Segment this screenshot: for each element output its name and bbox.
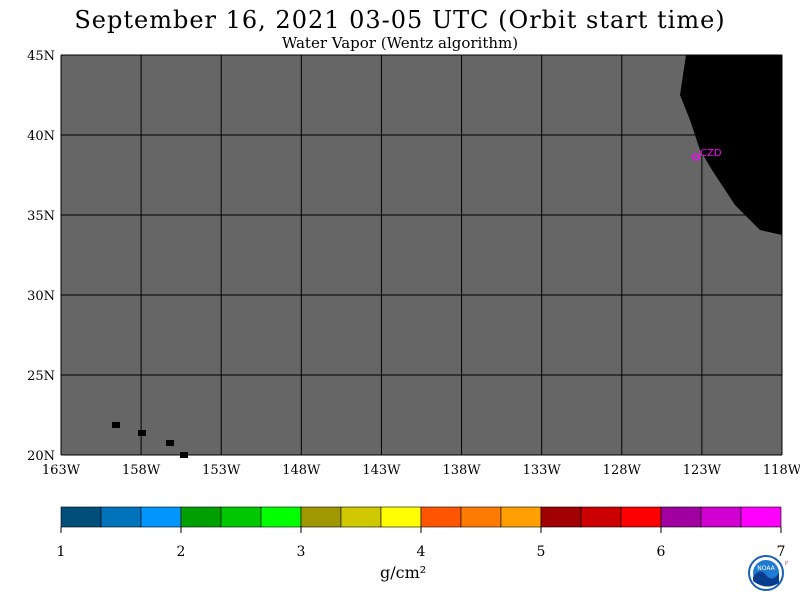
legend-swatch: [260, 506, 302, 528]
legend-swatch: [700, 506, 742, 528]
lon-label: 118W: [763, 463, 800, 478]
legend-tick-label: 3: [297, 544, 306, 560]
legend-tick-label: 5: [537, 544, 546, 560]
lat-label: 45N: [27, 49, 55, 64]
legend-units: g/cm²: [380, 563, 427, 582]
lat-label: 25N: [27, 369, 55, 384]
no-data-area: [61, 55, 782, 455]
legend-swatch: [660, 506, 702, 528]
island: [138, 430, 146, 436]
lon-label: 148W: [282, 463, 321, 478]
lat-label: 40N: [27, 129, 55, 144]
lon-label: 138W: [442, 463, 481, 478]
logo-side-letters: PSL: [785, 561, 788, 567]
legend-tick-label: 1: [57, 544, 66, 560]
legend-tick-label: 2: [177, 544, 186, 560]
legend-swatch: [180, 506, 222, 528]
legend-swatch: [340, 506, 382, 528]
lat-label: 35N: [27, 209, 55, 224]
lon-label: 128W: [603, 463, 642, 478]
legend-swatch: [500, 506, 542, 528]
legend-swatch: [740, 506, 782, 528]
chart-title: September 16, 2021 03-05 UTC (Orbit star…: [74, 6, 726, 34]
land-mass: [680, 55, 782, 235]
lon-label: 158W: [122, 463, 161, 478]
lat-label: 20N: [27, 449, 55, 464]
legend-swatch: [420, 506, 462, 528]
legend-swatch: [140, 506, 182, 528]
lon-label: 153W: [202, 463, 241, 478]
lon-label: 163W: [42, 463, 81, 478]
legend-tick-label: 4: [417, 544, 426, 560]
lon-label: 123W: [683, 463, 722, 478]
station-label: CZD: [700, 148, 722, 159]
legend-swatch: [620, 506, 662, 528]
legend-tick-label: 7: [777, 544, 786, 560]
lat-label: 30N: [27, 289, 55, 304]
chart-subtitle: Water Vapor (Wentz algorithm): [281, 34, 519, 52]
legend-swatch: [540, 506, 582, 528]
legend-swatch: [300, 506, 342, 528]
legend-swatch: [380, 506, 422, 528]
legend-swatch: [60, 506, 102, 528]
legend-swatch: [460, 506, 502, 528]
legend-swatch: [100, 506, 142, 528]
svg-text:NOAA: NOAA: [757, 565, 775, 572]
station-marker: [692, 153, 700, 161]
lon-label: 133W: [523, 463, 562, 478]
island: [166, 440, 174, 446]
legend-swatch: [220, 506, 262, 528]
noaa-logo: NOAA PSL: [748, 553, 794, 593]
lon-label: 143W: [362, 463, 401, 478]
island: [112, 422, 120, 428]
legend-swatch: [580, 506, 622, 528]
legend-tick-label: 6: [657, 544, 666, 560]
